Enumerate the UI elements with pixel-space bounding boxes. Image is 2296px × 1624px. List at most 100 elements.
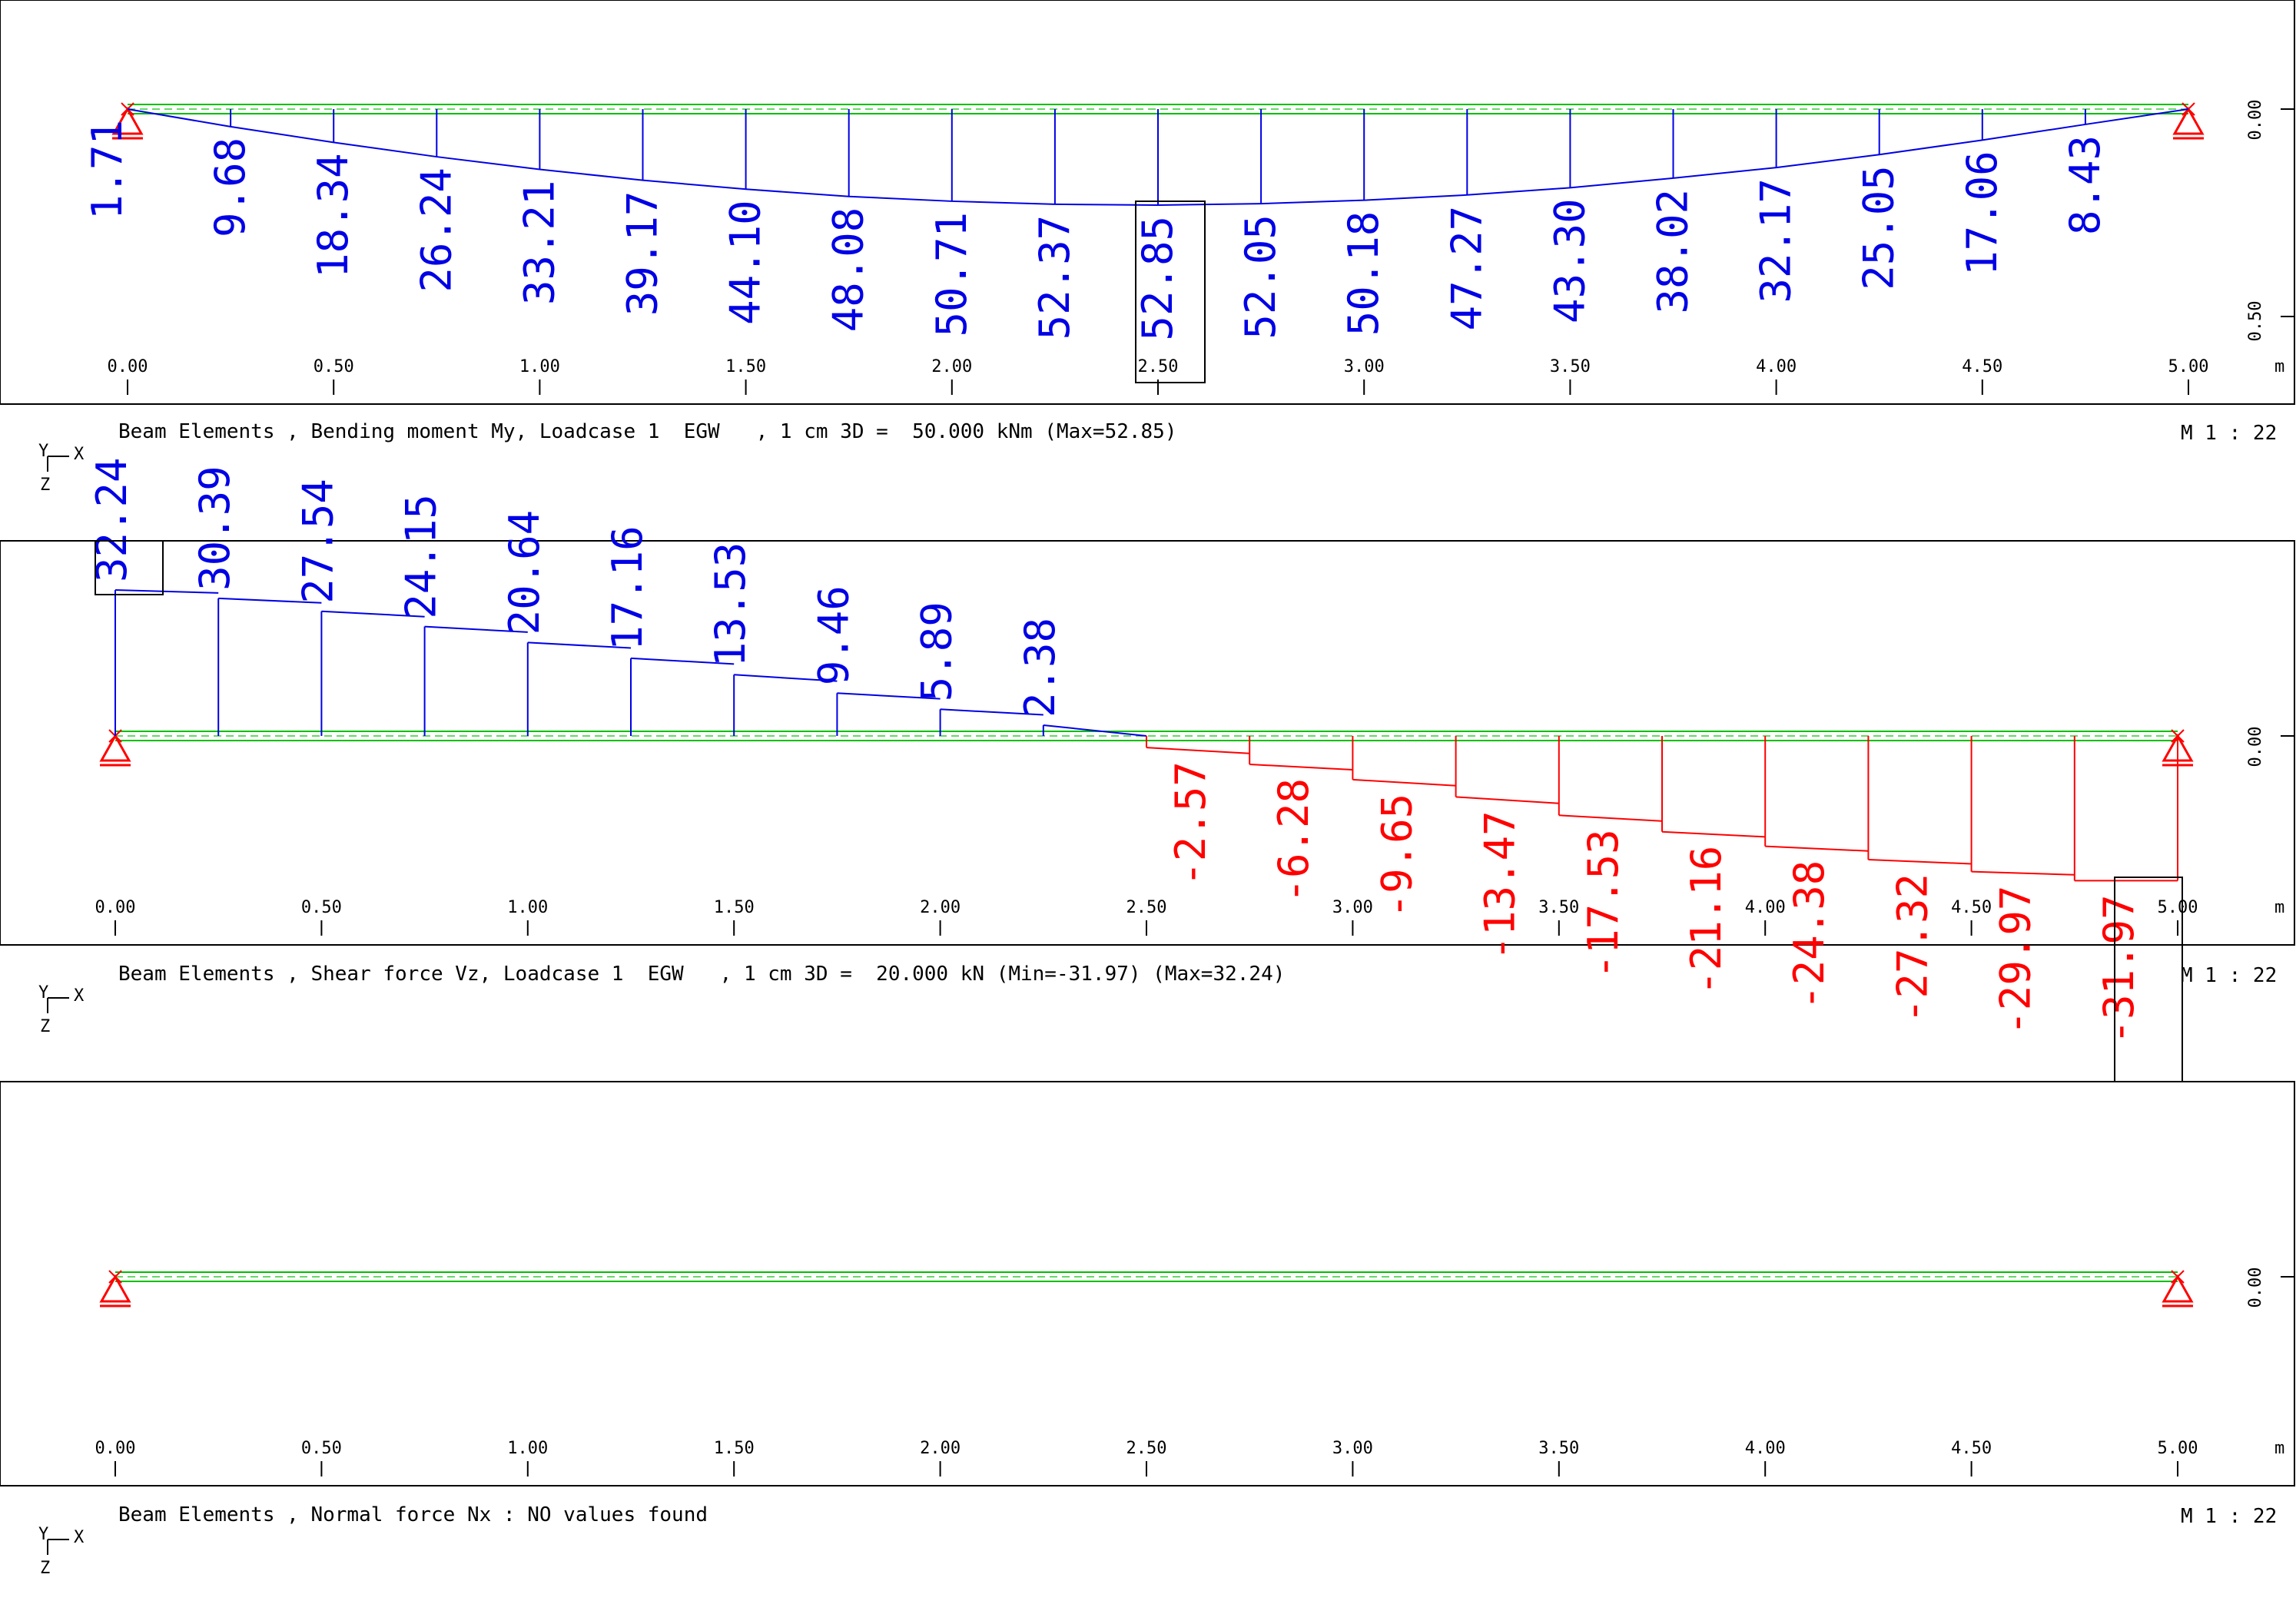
shear-value-label: -27.32 [1888,873,1936,1023]
axis-tick-label: 0.50 [301,1439,342,1458]
normal-panel-frame [0,1081,2295,1486]
axis-tick-label: 4.00 [1756,357,1797,376]
shear-curve-segment [321,610,425,618]
shear-curve-segment [1765,845,1869,852]
moment-diagram: 0.00 0.50 1.00 1.50 2.00 2.50 3.00 3.50 4.00 4.50… [83,100,2294,395]
moment-panel-frame [0,0,2295,405]
shear-scale: M 1 : 22 [2181,964,2277,987]
orientation-icon: Y X Z [38,442,85,495]
svg-text:X: X [74,986,85,1006]
axis-tick-label: 3.50 [1550,357,1591,376]
support-icon [2172,102,2205,140]
normal-diagram: 0.00 0.50 1.00 1.50 2.00 2.50 3.00 3.50 4.00 4.50… [95,1268,2294,1477]
moment-value-label: 38.02 [1649,189,1697,314]
axis-tick-label: 5.00 [2168,357,2209,376]
shear-value-label: 5.89 [913,602,961,701]
axis-tick-label: 2.50 [1126,1439,1167,1458]
moment-value-label: 17.06 [1958,151,2006,276]
shear-curve-segment [734,674,838,682]
moment-value-label: 39.17 [619,191,667,317]
moment-value-label: 9.68 [206,138,254,237]
shear-curve-segment [218,597,322,604]
shear-value-label: 24.15 [397,494,446,619]
max-value-box [1135,201,1206,383]
axis-tick-label: 2.50 [1126,898,1167,917]
orientation-icon: Y X Z [38,1525,85,1578]
shear-curve-segment [424,625,528,633]
shear-value-label: -24.38 [1785,860,1833,1010]
axis-tick-label: 1.50 [725,357,766,376]
moment-value-label: 52.85 [1133,216,1182,341]
shear-caption: Beam Elements , Shear force Vz, Loadcase… [118,963,1285,986]
axis-tick-label: 2.00 [920,898,961,917]
moment-value-label: 50.18 [1339,211,1388,336]
shear-value-label: 2.38 [1016,618,1064,718]
axis-tick-label: 4.00 [1745,898,1786,917]
shear-value-label: 30.39 [191,466,239,591]
moment-value-label: 47.27 [1442,206,1491,331]
moment-value-label: 1.71 [83,120,131,220]
normal-scale: M 1 : 22 [2181,1505,2277,1528]
shear-curve-segment [1868,859,1972,865]
moment-value-label: 8.43 [2061,135,2109,235]
moment-value-label: 48.08 [825,207,873,333]
axis-tick-label: 2.00 [931,357,972,376]
moment-value-label: 26.24 [412,167,460,293]
axis-tick-label: 5.00 [2158,898,2198,917]
orientation-icon: Y X Z [38,983,85,1036]
zero-marker-label: 0.00 [2246,1268,2265,1308]
moment-value-label: 25.05 [1855,165,1903,290]
axis-tick-label: 4.50 [1951,898,1992,917]
axis-tick-label: 3.00 [1332,898,1373,917]
normal-caption: Beam Elements , Normal force Nx : NO val… [118,1503,708,1526]
axis-unit-label: m [2274,357,2284,376]
moment-value-label: 33.21 [515,181,563,306]
shear-curve-segment [1558,814,1663,822]
shear-curve-segment [1146,747,1250,754]
svg-text:Y: Y [38,442,48,461]
axis-tick-label: 1.50 [714,898,755,917]
svg-text:Y: Y [38,983,48,1003]
axis-tick-label: 5.00 [2158,1439,2198,1458]
shear-curve-segment [630,657,735,665]
moment-value-label: 50.71 [927,212,976,337]
moment-value-label: 52.37 [1030,215,1079,340]
shear-value-label: 27.54 [294,479,342,604]
shear-curve-segment [1971,870,2075,876]
moment-value-label: 43.30 [1545,198,1594,323]
shear-curve-segment [114,589,219,594]
moment-caption: Beam Elements , Bending moment My, Loadc… [118,420,1177,443]
half-marker-label: 0.50 [2246,301,2265,342]
shear-value-label: -2.57 [1166,761,1215,887]
shear-curve-segment [1352,778,1456,787]
support-icon [99,1270,131,1307]
axis-tick-label: 1.00 [507,1439,548,1458]
max-value-box [95,540,164,595]
shear-value-label: -21.16 [1682,846,1730,996]
svg-text:Z: Z [40,1017,50,1036]
shear-curve-segment [527,641,632,649]
axis-tick-label: 4.50 [1951,1439,1992,1458]
shear-value-label: 13.53 [706,542,755,668]
shear-value-label: -9.65 [1372,794,1421,919]
moment-value-label: 18.34 [309,153,357,278]
zero-marker-label: 0.00 [2246,100,2265,141]
axis-tick-label: 3.00 [1332,1439,1373,1458]
shear-curve-segment [1661,830,1766,838]
axis-tick-label: 4.50 [1962,357,2002,376]
shear-value-label: 17.16 [603,525,652,651]
shear-value-label: -13.47 [1476,810,1525,960]
axis-tick-label: 1.00 [519,357,560,376]
shear-curve-segment [1043,724,1147,737]
svg-text:X: X [74,445,85,464]
shear-value-label: -31.97 [2095,894,2143,1044]
axis-tick-label: 0.00 [108,357,148,376]
svg-text:X: X [74,1528,85,1547]
shear-curve-segment [837,692,941,700]
svg-text:Y: Y [38,1525,48,1544]
svg-text:Z: Z [40,1559,50,1578]
axis-tick-label: 0.50 [301,898,342,917]
shear-curve-segment [1455,796,1559,804]
axis-tick-label: 1.50 [714,1439,755,1458]
